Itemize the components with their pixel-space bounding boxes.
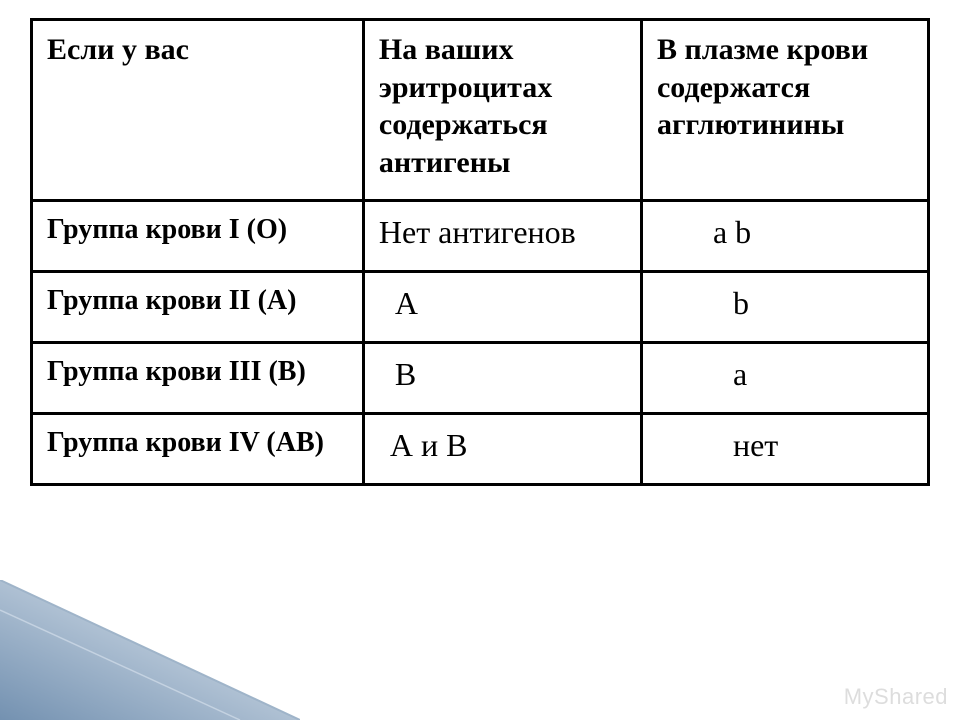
col-header-agglutinins: В плазме крови содержатся агглютинины [641, 20, 928, 201]
row-antigens: А [363, 272, 641, 343]
table-header-row: Если у вас На ваших эритроцитах содержат… [32, 20, 929, 201]
row-label: Группа крови II (А) [32, 272, 364, 343]
row-agglutinins: нет [641, 414, 928, 485]
row-label: Группа крови III (В) [32, 343, 364, 414]
blood-groups-table-container: Если у вас На ваших эритроцитах содержат… [30, 18, 930, 486]
col-header-if-you-have: Если у вас [32, 20, 364, 201]
row-antigens: А и В [363, 414, 641, 485]
row-label: Группа крови I (О) [32, 201, 364, 272]
col-header-antigens: На ваших эритроцитах содержаться антиген… [363, 20, 641, 201]
table-row: Группа крови IV (АВ) А и В нет [32, 414, 929, 485]
row-agglutinins: b [641, 272, 928, 343]
row-label: Группа крови IV (АВ) [32, 414, 364, 485]
row-agglutinins: a b [641, 201, 928, 272]
slide-corner-decoration [0, 580, 300, 720]
row-antigens: Нет антигенов [363, 201, 641, 272]
table-row: Группа крови I (О) Нет антигенов a b [32, 201, 929, 272]
row-antigens: В [363, 343, 641, 414]
blood-groups-table: Если у вас На ваших эритроцитах содержат… [30, 18, 930, 486]
table-row: Группа крови II (А) А b [32, 272, 929, 343]
table-row: Группа крови III (В) В a [32, 343, 929, 414]
row-agglutinins: a [641, 343, 928, 414]
watermark-text: MyShared [844, 684, 948, 710]
